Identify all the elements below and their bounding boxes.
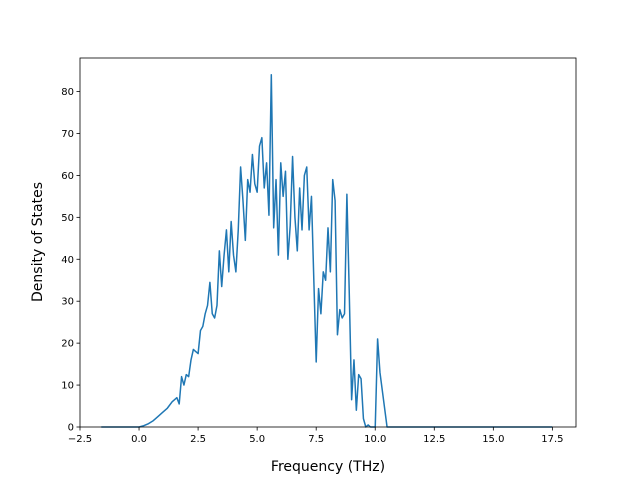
y-tick-label: 70 (61, 129, 74, 140)
y-tick-label: 80 (61, 87, 74, 98)
series-line (101, 74, 553, 428)
x-tick-label: 17.5 (541, 434, 563, 445)
x-tick-label: 0.0 (131, 434, 147, 445)
plot-frame (79, 57, 577, 428)
x-tick-label: 10.0 (364, 434, 386, 445)
x-tick-label: 7.5 (308, 434, 324, 445)
y-tick-label: 60 (61, 171, 74, 182)
x-tick-label: 2.5 (190, 434, 206, 445)
x-tick-label: −2.5 (68, 434, 92, 445)
x-tick-label: 15.0 (482, 434, 504, 445)
x-axis-label: Frequency (THz) (271, 459, 385, 475)
x-axis: −2.5 0.0 2.5 5.0 7.5 10.0 12.5 15.0 17.5 (68, 427, 564, 445)
y-axis: 0 10 20 30 40 50 60 70 80 (61, 87, 80, 434)
y-tick-label: 50 (61, 213, 74, 224)
y-tick-label: 30 (61, 297, 74, 308)
x-tick-label: 12.5 (423, 434, 445, 445)
plot-area (79, 57, 577, 428)
x-tick-label: 5.0 (249, 434, 265, 445)
y-tick-label: 0 (68, 423, 74, 434)
y-axis-label: Density of States (30, 182, 46, 302)
y-tick-label: 20 (61, 339, 74, 350)
y-tick-label: 40 (61, 255, 74, 266)
y-tick-label: 10 (61, 381, 74, 392)
